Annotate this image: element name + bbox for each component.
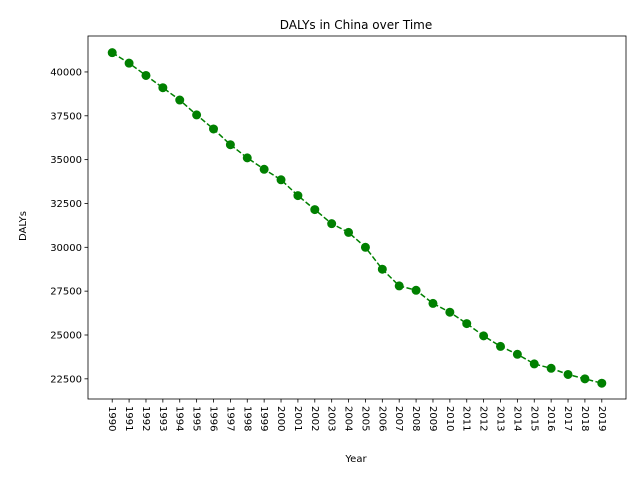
x-tick-label: 1997 xyxy=(224,406,235,431)
x-tick-label: 2004 xyxy=(343,406,354,431)
y-tick-label: 40000 xyxy=(50,67,82,78)
y-tick-label: 32500 xyxy=(50,199,82,210)
data-point xyxy=(563,369,573,379)
data-point xyxy=(462,319,472,329)
x-tick-label: 2007 xyxy=(393,406,404,431)
data-point xyxy=(259,164,269,174)
x-axis-label: Year xyxy=(344,454,367,465)
x-tick-label: 1998 xyxy=(241,406,252,431)
data-point xyxy=(192,110,202,120)
x-tick-label: 2008 xyxy=(410,406,421,431)
y-tick-label: 27500 xyxy=(50,287,82,298)
y-tick-label: 25000 xyxy=(50,330,82,341)
x-tick-label: 1996 xyxy=(208,406,219,431)
data-point xyxy=(344,227,354,237)
x-tick-label: 2012 xyxy=(478,406,489,431)
x-tick-label: 2001 xyxy=(292,406,303,431)
chart-title: DALYs in China over Time xyxy=(280,18,433,32)
x-tick-label: 1992 xyxy=(140,406,151,431)
data-point xyxy=(411,285,421,295)
x-tick-label: 2002 xyxy=(309,406,320,431)
x-tick-label: 2017 xyxy=(562,406,573,431)
data-point xyxy=(529,359,539,369)
data-point xyxy=(310,205,320,215)
data-point xyxy=(445,307,455,317)
x-tick-label: 2000 xyxy=(275,406,286,431)
x-tick-label: 1991 xyxy=(123,406,134,431)
x-tick-label: 1994 xyxy=(174,406,185,431)
x-tick-label: 2009 xyxy=(427,406,438,431)
series-line xyxy=(111,52,602,384)
plot-area: 22500 25000 27500 30000 32500 35000 37500 40000… xyxy=(50,35,627,431)
x-tick-label: 2014 xyxy=(511,406,522,431)
x-tick-label: 2011 xyxy=(461,406,472,431)
x-tick-label: 1993 xyxy=(157,406,168,431)
y-tick-label: 37500 xyxy=(50,111,82,122)
data-point xyxy=(175,95,185,105)
data-point xyxy=(225,140,235,150)
x-tick-label: 2003 xyxy=(326,406,337,431)
x-tick-label: 2016 xyxy=(545,406,556,431)
data-point xyxy=(512,349,522,359)
x-tick-label: 2019 xyxy=(596,406,607,431)
y-axis-label: DALYs xyxy=(18,211,29,241)
data-point xyxy=(597,378,607,388)
data-point xyxy=(141,70,151,80)
data-point xyxy=(479,331,489,341)
x-tick-label: 2006 xyxy=(376,406,387,431)
x-tick-label: 1990 xyxy=(106,406,117,431)
x-tick-label: 2013 xyxy=(494,406,505,431)
data-point xyxy=(293,191,303,201)
x-tick-label: 2015 xyxy=(528,406,539,431)
data-point xyxy=(124,58,134,68)
data-point xyxy=(107,48,117,58)
x-tick-label: 2018 xyxy=(579,406,590,431)
data-point xyxy=(276,175,286,185)
data-point xyxy=(377,264,387,274)
y-tick-label: 35000 xyxy=(50,155,82,166)
data-point xyxy=(360,242,370,252)
data-point xyxy=(546,363,556,373)
data-point xyxy=(428,298,438,308)
x-tick-label: 1995 xyxy=(191,406,202,431)
x-tick-label: 1999 xyxy=(258,406,269,431)
data-point xyxy=(580,374,590,384)
data-point xyxy=(495,341,505,351)
x-tick-label: 2010 xyxy=(444,406,455,431)
data-point xyxy=(242,153,252,163)
data-point xyxy=(394,281,404,291)
data-point xyxy=(209,124,219,134)
data-point xyxy=(158,83,168,93)
y-tick-label: 22500 xyxy=(50,374,82,385)
data-point xyxy=(327,219,337,229)
axes-frame xyxy=(87,35,627,400)
y-tick-label: 30000 xyxy=(50,243,82,254)
x-tick-label: 2005 xyxy=(359,406,370,431)
